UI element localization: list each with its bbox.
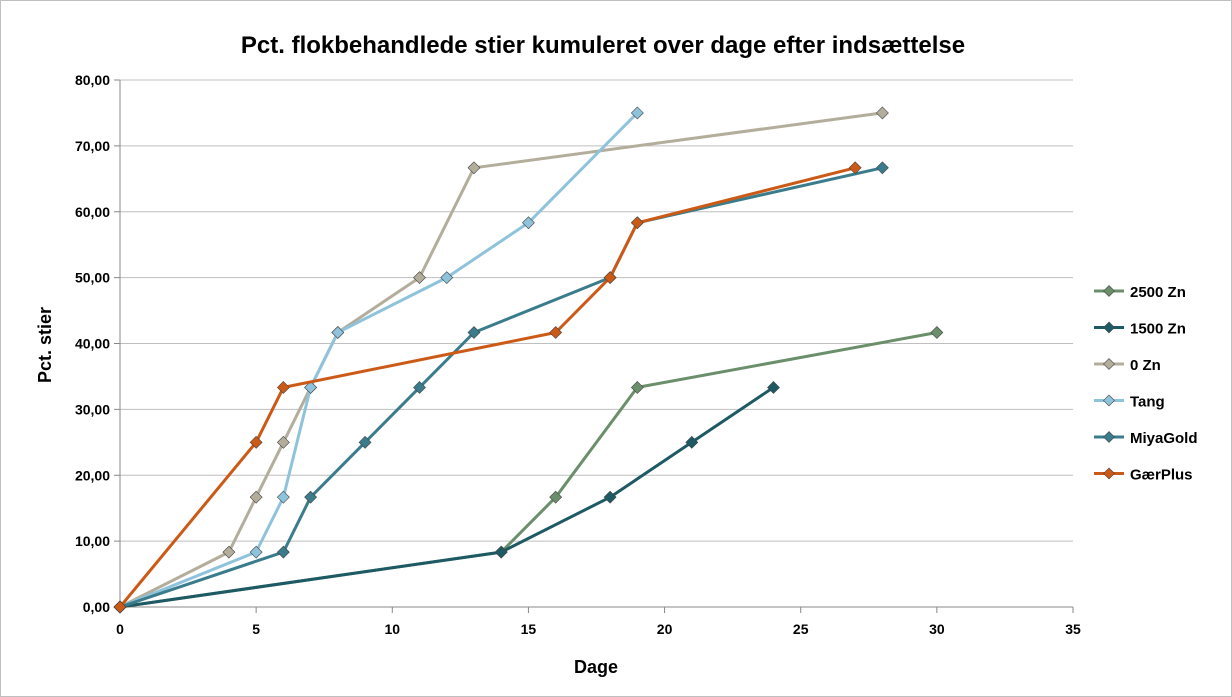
series-tang	[113, 106, 644, 614]
legend-label: GærPlus	[1130, 467, 1193, 484]
data-point	[494, 545, 508, 559]
x-tick-label: 15	[521, 621, 537, 637]
data-point	[549, 326, 563, 339]
data-point	[767, 381, 780, 394]
x-tick-label: 0	[116, 621, 124, 637]
x-axis-title: Dage	[574, 657, 618, 677]
x-axis-tick-labels: 0 5 10 15 20 25 30 35	[116, 621, 1081, 637]
data-point	[358, 435, 372, 449]
series-lines	[113, 106, 944, 614]
data-point	[467, 161, 481, 175]
legend-swatch-marker	[1103, 394, 1115, 407]
data-point	[276, 490, 290, 504]
legend-item: Tang	[1094, 394, 1165, 411]
axes	[114, 79, 1074, 613]
y-tick-label: 50,00	[75, 270, 110, 286]
legend-label: 0 Zn	[1130, 357, 1161, 374]
data-point	[249, 435, 263, 449]
legend-swatch-marker	[1103, 358, 1115, 370]
data-point	[276, 381, 290, 394]
series-0-zn	[113, 106, 889, 614]
data-point	[413, 271, 426, 285]
x-tick-label: 5	[252, 621, 260, 637]
data-point	[630, 381, 644, 394]
x-tick-label: 25	[793, 621, 809, 637]
data-point	[222, 545, 236, 559]
legend-label: 2500 Zn	[1130, 284, 1186, 301]
y-axis-title: Pct. stier	[35, 307, 55, 383]
y-tick-label: 30,00	[75, 401, 110, 417]
legend-item: 1500 Zn	[1094, 321, 1186, 338]
y-tick-label: 10,00	[75, 533, 110, 549]
legend-item: 0 Zn	[1094, 357, 1161, 374]
x-tick-label: 35	[1065, 621, 1081, 637]
data-point	[113, 600, 127, 614]
data-point	[467, 326, 481, 339]
y-tick-label: 70,00	[75, 138, 110, 154]
data-point	[630, 216, 644, 230]
data-point	[603, 490, 617, 504]
data-point	[304, 381, 318, 394]
y-tick-label: 40,00	[75, 336, 110, 352]
series-line-0-zn	[119, 111, 883, 609]
series-line-tang	[119, 111, 639, 609]
data-point	[413, 381, 426, 394]
data-point	[685, 435, 699, 449]
data-point	[276, 435, 290, 449]
y-tick-label: 80,00	[75, 72, 110, 88]
legend-swatch-marker	[1103, 285, 1115, 297]
legend-item: MiyaGold	[1094, 430, 1198, 447]
data-point	[549, 490, 563, 504]
data-point	[249, 545, 263, 559]
data-point	[848, 161, 862, 175]
data-point	[930, 326, 944, 339]
legend: 2500 Zn 1500 Zn 0 Zn Tang MiyaGold GærPlus	[1094, 284, 1198, 484]
y-tick-label: 20,00	[75, 467, 110, 483]
x-tick-label: 20	[657, 621, 673, 637]
data-point	[875, 161, 889, 175]
legend-label: 1500 Zn	[1130, 321, 1186, 338]
y-tick-label: 60,00	[75, 204, 110, 220]
grid-lines	[120, 79, 1073, 542]
legend-swatch-marker	[1103, 431, 1115, 443]
series-2500-zn	[113, 326, 944, 614]
x-tick-label: 10	[384, 621, 400, 637]
x-tick-label: 30	[929, 621, 945, 637]
data-point	[304, 490, 318, 504]
legend-label: MiyaGold	[1130, 430, 1198, 447]
legend-item: GærPlus	[1094, 467, 1193, 484]
data-point	[630, 106, 644, 120]
chart-title: Pct. flokbehandlede stier kumuleret over…	[241, 32, 965, 59]
data-point	[522, 216, 535, 230]
data-point	[603, 271, 617, 285]
series-1500-zn	[113, 381, 780, 614]
data-point	[440, 271, 454, 285]
data-point	[331, 326, 345, 339]
data-point	[249, 490, 263, 504]
y-tick-label: 0,00	[83, 599, 110, 615]
data-point	[875, 106, 889, 120]
legend-swatch-marker	[1103, 321, 1115, 334]
data-point	[276, 545, 290, 559]
y-axis-tick-labels: 0,00 10,00 20,00 30,00 40,00 50,00 60,00 70,00 8…	[75, 72, 110, 615]
series-gærplus	[113, 161, 862, 614]
legend-swatch-marker	[1103, 467, 1115, 480]
legend-item: 2500 Zn	[1094, 284, 1186, 301]
legend-label: Tang	[1130, 394, 1165, 411]
